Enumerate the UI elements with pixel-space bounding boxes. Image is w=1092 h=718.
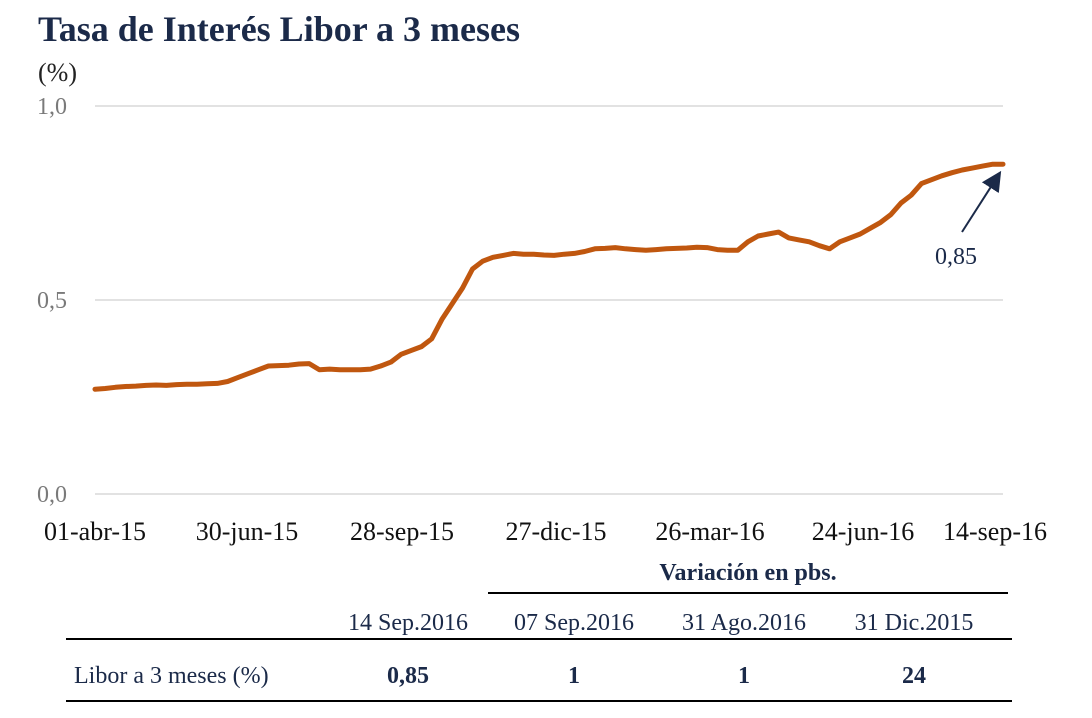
x-tick-label: 30-jun-15: [196, 517, 299, 546]
header-bottom-rule: [66, 638, 1012, 640]
x-tick-label: 27-dic-15: [505, 517, 606, 546]
table-group-header: Variación en pbs.: [659, 560, 837, 586]
line-chart: 0,0 0,5 1,0 01-abr-15 30-jun-15 28-sep-15 27-…: [37, 94, 1047, 546]
table-header-col-3: 31 Ago.2016: [681, 610, 806, 636]
annotation-arrow: [961, 170, 1002, 233]
y-tick-label: 1,0: [37, 94, 67, 120]
table-value-col-4: 24: [902, 663, 926, 689]
x-tick-label: 01-abr-15: [44, 517, 146, 546]
table-value-col-1: 0,85: [387, 663, 429, 689]
table-header-col-4: 31 Dic.2015: [854, 610, 974, 636]
table-value-col-3: 1: [738, 663, 750, 689]
x-tick-label: 28-sep-15: [350, 517, 454, 546]
x-tick-label: 14-sep-16: [943, 517, 1047, 546]
table-row-label: Libor a 3 meses (%): [74, 663, 269, 689]
table-header-col-1: 14 Sep.2016: [348, 610, 468, 636]
x-tick-label: 26-mar-16: [655, 517, 764, 546]
annotation-label: 0,85: [935, 244, 977, 270]
variation-table: Variación en pbs. 14 Sep.2016 07 Sep.201…: [66, 560, 1012, 710]
chart-title: Tasa de Interés Libor a 3 meses: [38, 9, 521, 49]
series-line-libor: [92, 161, 1006, 392]
table-value-col-2: 1: [568, 663, 580, 689]
table-header-col-2: 07 Sep.2016: [514, 610, 634, 636]
table-bottom-rule: [66, 700, 1012, 702]
y-tick-label: 0,0: [37, 482, 67, 508]
y-axis-unit: (%): [38, 58, 77, 87]
y-tick-label: 0,5: [37, 288, 67, 314]
x-tick-label: 24-jun-16: [812, 517, 915, 546]
group-header-rule: [488, 592, 1008, 594]
